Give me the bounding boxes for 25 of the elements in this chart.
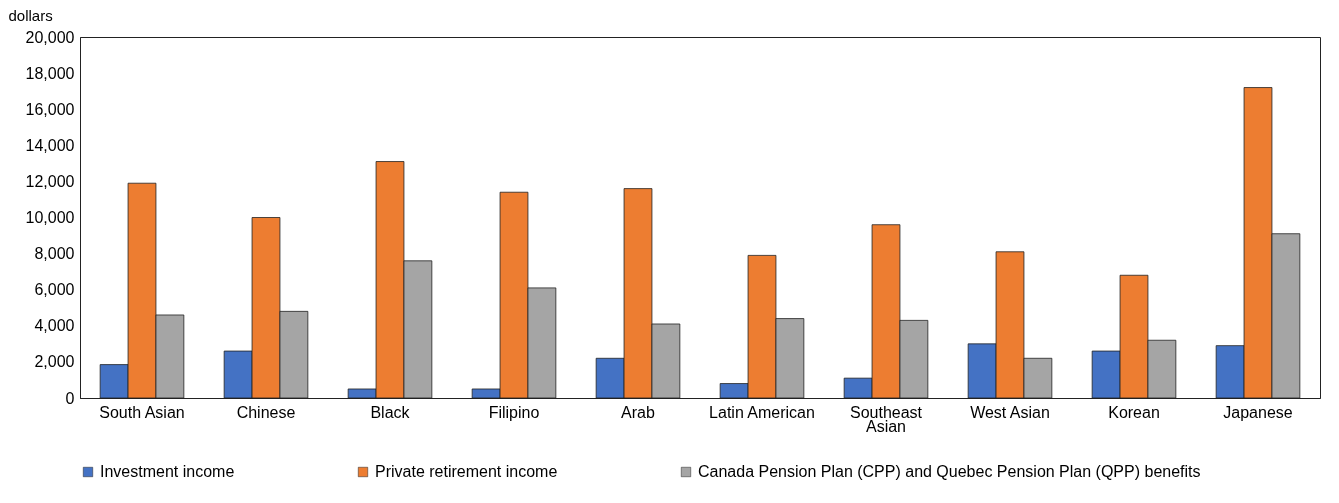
y-tick-label: 20,000 bbox=[25, 28, 75, 46]
legend-label: Investment income bbox=[100, 463, 235, 480]
y-tick-label: 16,000 bbox=[25, 100, 75, 118]
y-tick-label: 6,000 bbox=[34, 281, 75, 299]
y-tick-label: 8,000 bbox=[34, 245, 75, 263]
x-tick-label: Japanese bbox=[1223, 403, 1293, 421]
y-tick-label: 18,000 bbox=[25, 64, 75, 82]
x-tick-label: Arab bbox=[621, 403, 655, 421]
legend-label: Private retirement income bbox=[375, 463, 558, 480]
y-tick-label: 12,000 bbox=[25, 172, 75, 190]
y-tick-label: 10,000 bbox=[25, 209, 75, 226]
y-tick-label: 4,000 bbox=[34, 317, 75, 335]
x-tick-label: South Asian bbox=[99, 403, 185, 421]
y-tick-label: 0 bbox=[65, 389, 75, 407]
x-tick-label: Korean bbox=[1108, 403, 1160, 421]
y-tick-label: 14,000 bbox=[25, 136, 75, 154]
x-tick-label: Chinese bbox=[236, 403, 296, 421]
legend-label: Canada Pension Plan (CPP) and Quebec Pension Plan (QPP) benefits bbox=[698, 463, 1201, 480]
x-tick-label: Black bbox=[370, 403, 411, 421]
x-tick-label: Southeast Asian bbox=[849, 403, 923, 435]
x-tick-label: Filipino bbox=[488, 403, 540, 421]
y-tick-label: 2,000 bbox=[34, 353, 75, 371]
x-tick-label: West Asian bbox=[970, 403, 1050, 421]
y-axis-title: dollars bbox=[8, 6, 53, 24]
x-tick-label: Latin American bbox=[709, 403, 815, 421]
